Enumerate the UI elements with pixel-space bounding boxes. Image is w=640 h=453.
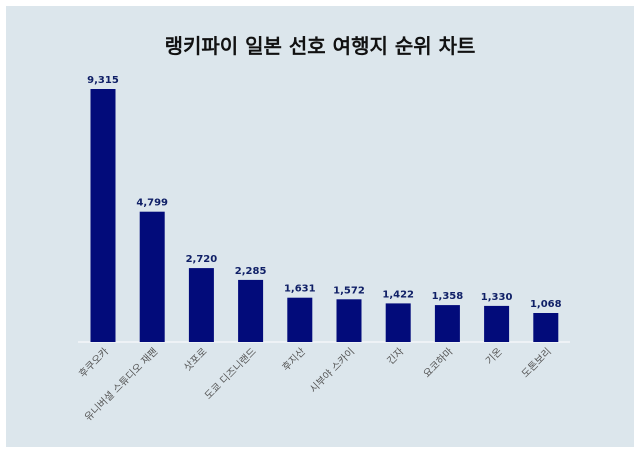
x-tick-label-5: 시부야 스카이: [307, 346, 357, 396]
x-tick-label-3: 도쿄 디즈니랜드: [202, 346, 258, 402]
bar-value-label-7: 1,358: [432, 291, 464, 302]
bar-1: [139, 211, 165, 342]
bar-value-label-0: 9,315: [87, 75, 119, 86]
bar-value-label-2: 2,720: [186, 254, 218, 265]
bar-value-label-6: 1,422: [382, 289, 414, 300]
x-tick-label-0: 후쿠오카: [77, 346, 112, 381]
bar-4: [287, 297, 313, 342]
x-tick-label-9: 도톤보리: [519, 346, 554, 381]
bar-value-label-5: 1,572: [333, 285, 365, 296]
bar-6: [385, 303, 411, 342]
bar-0: [90, 89, 116, 342]
bar-value-label-9: 1,068: [530, 299, 562, 310]
bar-value-label-4: 1,631: [284, 284, 316, 295]
x-tick-label-2: 삿포로: [182, 346, 210, 374]
x-tick-label-7: 요코하마: [420, 345, 455, 380]
bar-value-label-1: 4,799: [136, 198, 168, 209]
x-tick-label-6: 긴자: [385, 346, 407, 368]
bar-value-label-8: 1,330: [481, 292, 513, 303]
x-tick-label-8: 기온: [483, 346, 505, 368]
bar-8: [484, 305, 510, 342]
bar-value-label-3: 2,285: [235, 266, 267, 277]
bar-5: [336, 299, 362, 342]
chart-title: 랭키파이 일본 선호 여행지 순위 차트: [164, 34, 476, 58]
bar-7: [434, 305, 460, 342]
bar-2: [188, 268, 214, 342]
bar-9: [533, 313, 559, 342]
bar-3: [238, 279, 264, 342]
x-tick-label-4: 후지산: [280, 346, 308, 374]
